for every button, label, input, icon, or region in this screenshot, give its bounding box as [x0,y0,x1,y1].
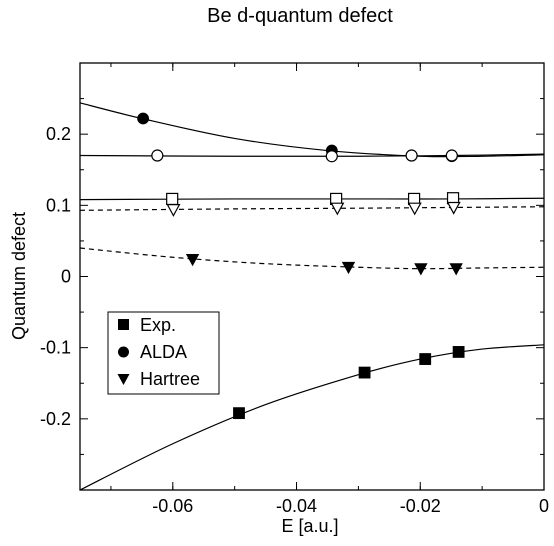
fit-curve [79,153,545,157]
legend-label-alda: ALDA [140,342,187,362]
open-circle-point [405,149,418,162]
open-triangle-point [407,202,422,216]
x-axis-label: E [a.u.] [281,516,338,536]
plot-frame [79,62,545,491]
x-tick-label: -0.06 [152,496,193,516]
open-circle-point [151,149,164,162]
axis-ticks: -0.06 -0.04 -0.02 0 -0.2 -0.1 0 0.1 0.2 [40,63,549,516]
y-tick-label: 0 [61,267,71,287]
y-tick-label: 0.1 [46,195,71,215]
data-points [137,112,465,420]
legend-marker-hartree [117,374,130,385]
hartree-triangle-point [185,254,200,267]
y-tick-label: -0.2 [40,409,71,429]
x-tick-label: 0 [539,496,549,516]
y-tick-label: -0.1 [40,338,71,358]
legend-label-hartree: Hartree [140,369,200,389]
chart-title: Be d-quantum defect [207,5,393,27]
hartree-triangle-point [341,261,356,275]
y-axis-label: Quantum defect [9,212,29,340]
open-triangle-point [446,201,461,215]
exp-square-point [358,366,371,379]
fit-curve [79,102,545,158]
open-square-point [166,192,179,206]
x-tick-label: -0.02 [400,496,441,516]
fit-curve-dashed [79,206,545,211]
exp-square-point [419,353,432,365]
fit-curve-dashed [79,247,545,270]
open-triangle-point [330,202,345,216]
hartree-triangle-point [449,263,463,276]
open-triangle-point [166,204,181,217]
y-tick-label: 0.2 [46,124,71,144]
legend-marker-exp [118,319,129,330]
x-tick-label: -0.04 [276,496,317,516]
fit-curve [79,197,545,201]
open-circle-point [445,149,458,162]
legend: Exp. ALDA Hartree [107,311,220,395]
fit-curves [79,102,545,491]
exp-square-point [233,407,245,420]
legend-label-exp: Exp. [140,315,176,335]
exp-square-point [452,346,465,358]
legend-marker-alda [118,346,129,358]
hartree-triangle-point [414,263,428,276]
alda-circle-point [137,112,150,125]
open-circle-point [325,150,338,163]
fit-curve [79,344,545,491]
